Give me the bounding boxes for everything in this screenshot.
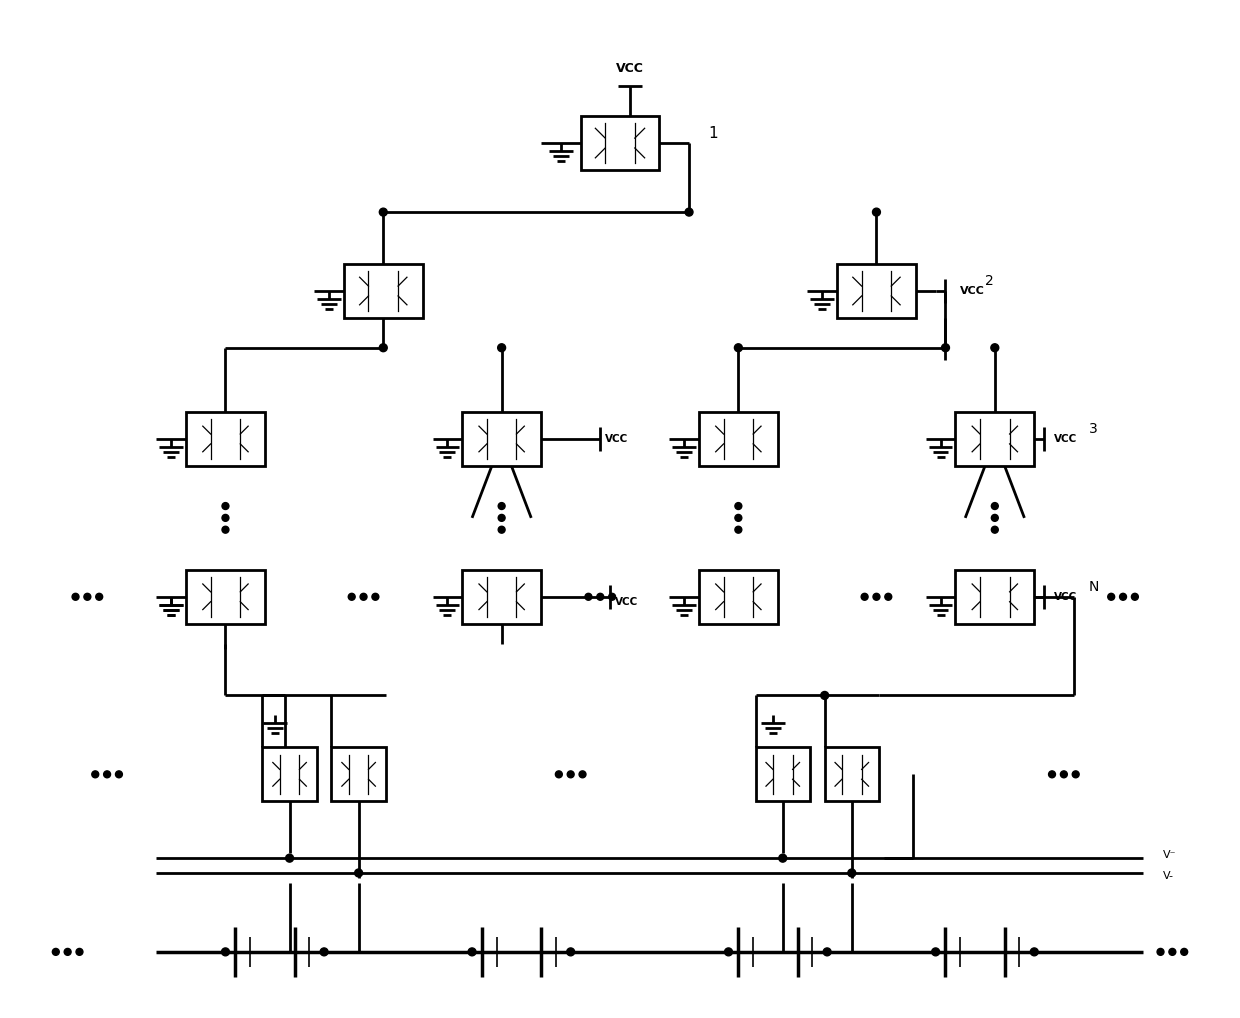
Circle shape xyxy=(1073,771,1079,778)
Circle shape xyxy=(779,854,786,862)
Circle shape xyxy=(735,526,742,533)
Bar xyxy=(699,570,777,624)
Bar xyxy=(699,412,777,466)
Text: VCC: VCC xyxy=(960,286,985,296)
Circle shape xyxy=(567,948,574,956)
Circle shape xyxy=(585,593,591,601)
Circle shape xyxy=(104,771,110,778)
Bar xyxy=(263,747,316,801)
Circle shape xyxy=(991,514,998,521)
Circle shape xyxy=(497,344,506,351)
Circle shape xyxy=(991,503,998,509)
Bar xyxy=(463,412,541,466)
Text: N: N xyxy=(1089,580,1099,593)
Circle shape xyxy=(1030,948,1038,956)
Text: VCC: VCC xyxy=(1054,434,1078,444)
Circle shape xyxy=(222,514,229,521)
Circle shape xyxy=(320,948,329,956)
Circle shape xyxy=(498,503,505,509)
Circle shape xyxy=(222,503,229,509)
Circle shape xyxy=(579,771,587,778)
Circle shape xyxy=(735,503,742,509)
Circle shape xyxy=(873,208,880,216)
Circle shape xyxy=(92,771,99,778)
Circle shape xyxy=(1120,593,1126,601)
Circle shape xyxy=(684,208,693,216)
Bar xyxy=(186,570,265,624)
Text: V⁻: V⁻ xyxy=(1162,850,1176,860)
Circle shape xyxy=(469,948,476,956)
Circle shape xyxy=(734,344,743,351)
Circle shape xyxy=(372,593,379,601)
Bar xyxy=(955,412,1034,466)
Circle shape xyxy=(873,593,880,601)
Circle shape xyxy=(991,344,998,351)
Circle shape xyxy=(1107,593,1115,601)
Bar xyxy=(837,264,916,319)
Bar xyxy=(955,570,1034,624)
Circle shape xyxy=(1157,949,1164,955)
Circle shape xyxy=(64,949,71,955)
Circle shape xyxy=(222,948,229,956)
Bar xyxy=(331,747,386,801)
Circle shape xyxy=(360,593,367,601)
Circle shape xyxy=(609,593,615,601)
Circle shape xyxy=(379,208,387,216)
Text: VCC: VCC xyxy=(1054,591,1078,602)
Text: V-: V- xyxy=(1162,871,1173,881)
Circle shape xyxy=(379,344,387,351)
Circle shape xyxy=(556,771,562,778)
Circle shape xyxy=(76,949,83,955)
Circle shape xyxy=(1169,949,1176,955)
Bar xyxy=(755,747,810,801)
Circle shape xyxy=(84,593,91,601)
Circle shape xyxy=(991,526,998,533)
Circle shape xyxy=(823,948,831,956)
Circle shape xyxy=(596,593,604,601)
Text: VCC: VCC xyxy=(616,61,644,74)
Circle shape xyxy=(885,593,892,601)
Bar xyxy=(186,412,265,466)
Text: 2: 2 xyxy=(985,274,993,288)
Circle shape xyxy=(931,948,940,956)
Circle shape xyxy=(724,948,733,956)
Circle shape xyxy=(735,514,742,521)
Circle shape xyxy=(355,869,362,876)
Circle shape xyxy=(941,344,950,351)
Text: 1: 1 xyxy=(709,125,718,140)
Circle shape xyxy=(1049,771,1055,778)
Text: VCC: VCC xyxy=(615,597,639,607)
Bar xyxy=(343,264,423,319)
Circle shape xyxy=(52,949,60,955)
Circle shape xyxy=(348,593,355,601)
Circle shape xyxy=(285,854,294,862)
Circle shape xyxy=(848,869,856,876)
Circle shape xyxy=(821,691,828,699)
Circle shape xyxy=(1180,949,1188,955)
Circle shape xyxy=(222,526,229,533)
Circle shape xyxy=(498,526,505,533)
Circle shape xyxy=(567,771,574,778)
Circle shape xyxy=(861,593,868,601)
Text: 3: 3 xyxy=(1089,422,1097,436)
Text: VCC: VCC xyxy=(605,434,629,444)
Circle shape xyxy=(1060,771,1068,778)
Circle shape xyxy=(498,514,505,521)
Circle shape xyxy=(1131,593,1138,601)
Circle shape xyxy=(95,593,103,601)
Circle shape xyxy=(72,593,79,601)
Bar xyxy=(580,116,660,170)
Bar xyxy=(825,747,879,801)
Circle shape xyxy=(115,771,123,778)
Bar xyxy=(463,570,541,624)
